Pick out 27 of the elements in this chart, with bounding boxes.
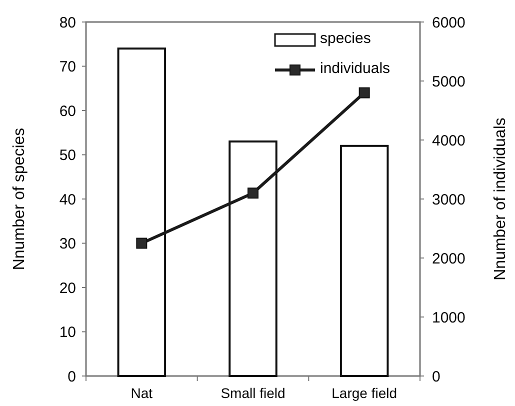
y2-tick-label: 1000 [432,309,466,326]
y-tick-label: 10 [59,324,76,341]
point [248,188,258,199]
x-tick-label: Small field [220,385,286,401]
x-tick-label: Large field [332,385,398,401]
y2-tick-label: 3000 [432,191,466,208]
y-tick-label: 0 [68,368,76,386]
y2-tick-label: 4000 [432,132,466,150]
y2-tick-label: 5000 [432,73,466,90]
x-tick-label: Nat [130,385,153,401]
y2-tick-label: 0 [432,368,440,386]
y2-tick-label: 2000 [432,250,466,268]
y-tick-label: 60 [59,102,76,120]
y-axis-title: Nnumber of species [11,128,28,270]
y-tick-label: 80 [59,14,76,32]
point [136,238,148,249]
y-tick-label: 40 [59,191,76,208]
legend-label: species [320,30,371,47]
y-tick-label: 30 [59,236,76,252]
y2-axis-title: Nnumber of individuals [492,118,509,280]
y2-tick-label: 6000 [432,14,466,32]
y-tick-label: 50 [59,147,76,164]
y-tick-label: 70 [59,58,76,76]
point [358,87,370,98]
y-tick-label: 20 [59,280,76,297]
bar [340,144,389,377]
legend-label: individuals [320,60,390,77]
